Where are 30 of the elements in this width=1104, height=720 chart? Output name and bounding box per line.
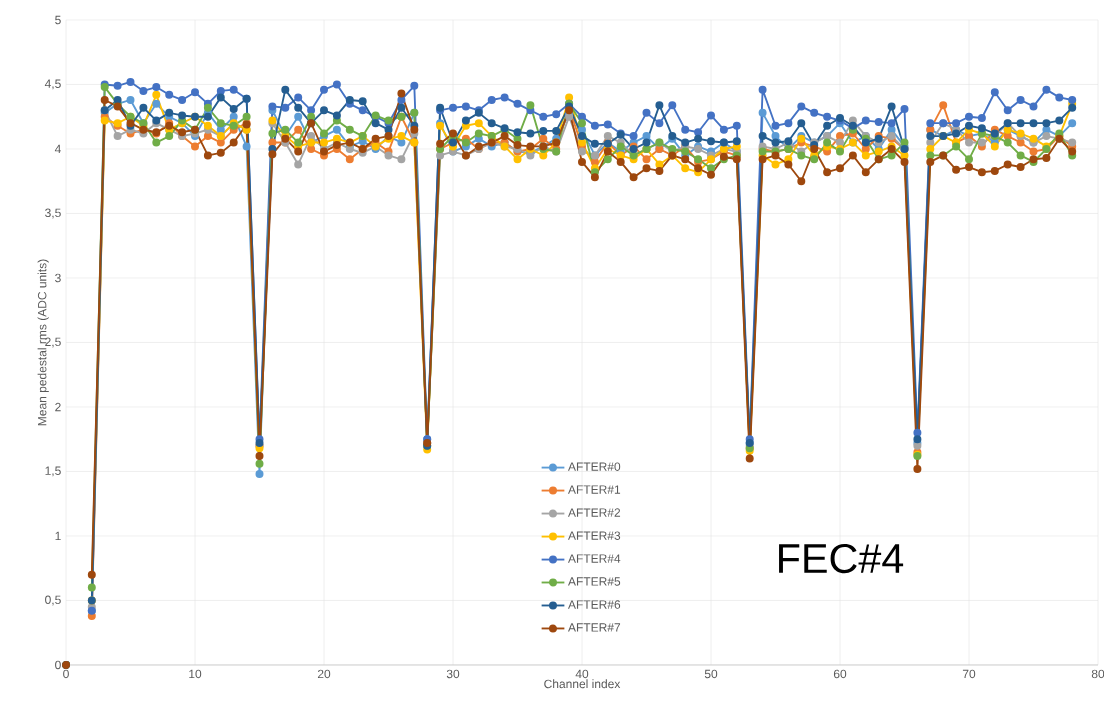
y-tick-label: 4	[54, 144, 61, 154]
x-tick-label: 70	[962, 669, 976, 679]
y-tick-label: 1,5	[45, 466, 61, 477]
y-tick-label: 2	[55, 402, 61, 412]
x-tick-label: 50	[704, 669, 718, 679]
y-tick-label: 1	[55, 531, 61, 541]
legend-label: AFTER#2	[568, 508, 621, 517]
x-axis-title: Channel index	[544, 679, 621, 689]
x-tick-label: 40	[575, 669, 589, 679]
y-tick-label: 2,5	[45, 337, 61, 348]
y-tick-label: 4,5	[44, 79, 61, 90]
y-tick-label: 0	[55, 660, 61, 670]
y-tick-label: 3	[55, 273, 61, 283]
x-tick-label: 0	[63, 669, 69, 679]
y-tick-label: 3,5	[45, 208, 61, 219]
y-tick-label: 5	[55, 15, 61, 25]
legend-label: AFTER#1	[568, 485, 621, 494]
x-tick-label: 30	[446, 669, 460, 679]
x-tick-label: 10	[189, 669, 202, 679]
x-tick-label: 20	[317, 669, 331, 679]
legend-label: AFTER#0	[568, 462, 621, 471]
legend-label: AFTER#6	[568, 600, 621, 609]
legend-label: AFTER#4	[568, 554, 621, 563]
x-tick-label: 60	[833, 669, 847, 679]
legend-label: AFTER#3	[568, 531, 621, 540]
x-tick-label: 80	[1091, 669, 1104, 679]
annotation: FEC#4	[779, 543, 904, 574]
legend-label: AFTER#7	[568, 623, 621, 632]
y-tick-label: 0,5	[45, 595, 61, 606]
legend-label: AFTER#5	[568, 577, 621, 586]
